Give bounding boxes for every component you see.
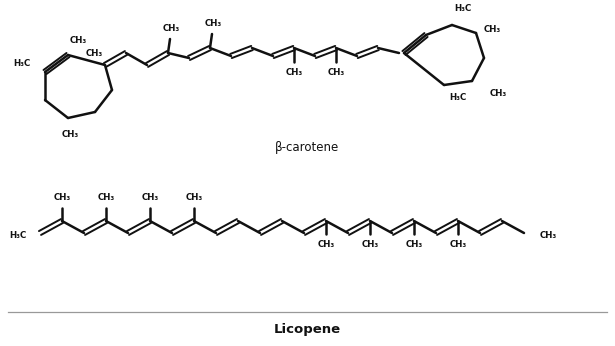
Text: CH₃: CH₃ <box>162 24 180 33</box>
Text: CH₃: CH₃ <box>327 68 344 77</box>
Text: CH₃: CH₃ <box>204 19 221 28</box>
Text: β-carotene: β-carotene <box>275 142 339 155</box>
Text: CH₃: CH₃ <box>362 240 379 249</box>
Text: CH₃: CH₃ <box>484 25 501 34</box>
Text: CH₃: CH₃ <box>405 240 423 249</box>
Text: H₃C: H₃C <box>454 4 471 13</box>
Text: CH₃: CH₃ <box>185 193 202 202</box>
Text: CH₃: CH₃ <box>86 48 103 57</box>
Text: CH₃: CH₃ <box>450 240 467 249</box>
Text: CH₃: CH₃ <box>70 36 87 45</box>
Text: CH₃: CH₃ <box>490 89 507 98</box>
Text: CH₃: CH₃ <box>97 193 114 202</box>
Text: H₃C: H₃C <box>14 60 31 69</box>
Text: CH₃: CH₃ <box>285 68 303 77</box>
Text: CH₃: CH₃ <box>62 130 79 139</box>
Text: H₃C: H₃C <box>450 93 467 102</box>
Text: CH₃: CH₃ <box>540 230 557 239</box>
Text: H₃C: H₃C <box>9 231 26 240</box>
Text: CH₃: CH₃ <box>317 240 335 249</box>
Text: CH₃: CH₃ <box>54 193 71 202</box>
Text: CH₃: CH₃ <box>141 193 159 202</box>
Text: Licopene: Licopene <box>274 324 341 337</box>
